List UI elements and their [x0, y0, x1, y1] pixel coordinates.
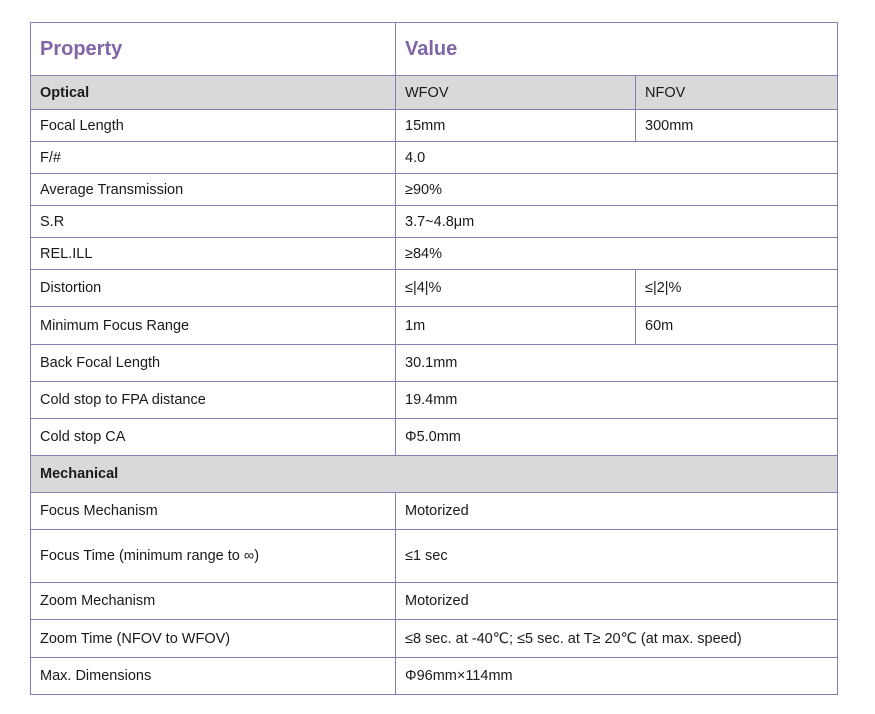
table-row: Zoom Mechanism Motorized [30, 582, 839, 620]
spec-table: Property Value Optical WFOV NFOV Focal L… [29, 22, 839, 695]
row-label: Zoom Mechanism [30, 582, 396, 620]
row-label: Focus Time (minimum range to ∞) [30, 529, 396, 583]
table-row: Zoom Time (NFOV to WFOV) ≤8 sec. at -40℃… [30, 619, 839, 658]
row-value: Motorized [394, 582, 839, 620]
row-value: ≤8 sec. at -40℃; ≤5 sec. at T≥ 20℃ (at m… [394, 619, 839, 658]
table-row: Distortion ≤|4|% ≤|2|% [30, 269, 839, 307]
row-label: Cold stop to FPA distance [30, 381, 396, 419]
row-label: Average Transmission [30, 173, 396, 206]
table-row: Focus Time (minimum range to ∞) ≤1 sec [30, 529, 839, 583]
table-row: Cold stop CA Φ5.0mm [30, 418, 839, 456]
table-row: Cold stop to FPA distance 19.4mm [30, 381, 839, 419]
column-label-nfov: NFOV [634, 75, 839, 110]
row-value: Motorized [394, 492, 839, 530]
section-label-optical: Optical [30, 75, 396, 110]
row-label: S.R [30, 205, 396, 238]
row-label: F/# [30, 141, 396, 174]
row-value: Φ5.0mm [394, 418, 839, 456]
row-label: Back Focal Length [30, 344, 396, 382]
row-label: Focus Mechanism [30, 492, 396, 530]
row-value: 3.7~4.8μm [394, 205, 839, 238]
row-value: 19.4mm [394, 381, 839, 419]
column-label-wfov: WFOV [395, 75, 636, 110]
header-row: Property Value [30, 22, 839, 76]
row-label: Cold stop CA [30, 418, 396, 456]
section-label-mechanical: Mechanical [29, 455, 839, 493]
table-row: Back Focal Length 30.1mm [30, 344, 839, 382]
table-row: Minimum Focus Range 1m 60m [30, 306, 839, 345]
row-label: Max. Dimensions [30, 657, 396, 695]
row-value-nfov: ≤|2|% [634, 269, 839, 307]
row-label: REL.ILL [30, 237, 396, 270]
table-row: F/# 4.0 [30, 141, 839, 174]
header-property: Property [30, 22, 396, 76]
section-row-mechanical: Mechanical [29, 455, 839, 493]
row-value: ≥84% [394, 237, 839, 270]
row-value-wfov: 1m [395, 306, 636, 345]
row-value: ≤1 sec [394, 529, 839, 583]
row-value: ≥90% [394, 173, 839, 206]
row-value-wfov: 15mm [395, 109, 636, 142]
table-row: Max. Dimensions Φ96mm×114mm [30, 657, 839, 695]
table-row: REL.ILL ≥84% [30, 237, 839, 270]
table-row: Focus Mechanism Motorized [30, 492, 839, 530]
row-value: 4.0 [394, 141, 839, 174]
table-row: S.R 3.7~4.8μm [30, 205, 839, 238]
row-label: Minimum Focus Range [30, 306, 396, 345]
row-value: Φ96mm×114mm [394, 657, 839, 695]
table-row: Focal Length 15mm 300mm [30, 109, 839, 142]
row-value: 30.1mm [394, 344, 839, 382]
row-label: Focal Length [30, 109, 396, 142]
row-value-nfov: 60m [634, 306, 839, 345]
table-row: Average Transmission ≥90% [30, 173, 839, 206]
row-label: Distortion [30, 269, 396, 307]
header-value: Value [394, 22, 839, 76]
row-label: Zoom Time (NFOV to WFOV) [30, 619, 396, 658]
row-value-nfov: 300mm [634, 109, 839, 142]
row-value-wfov: ≤|4|% [395, 269, 636, 307]
section-row-optical: Optical WFOV NFOV [30, 75, 839, 110]
